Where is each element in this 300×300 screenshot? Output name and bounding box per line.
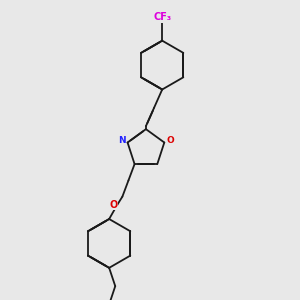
Text: CF₃: CF₃ [153, 12, 171, 22]
Text: O: O [109, 200, 117, 210]
Text: N: N [118, 136, 125, 145]
Text: O: O [167, 136, 174, 145]
